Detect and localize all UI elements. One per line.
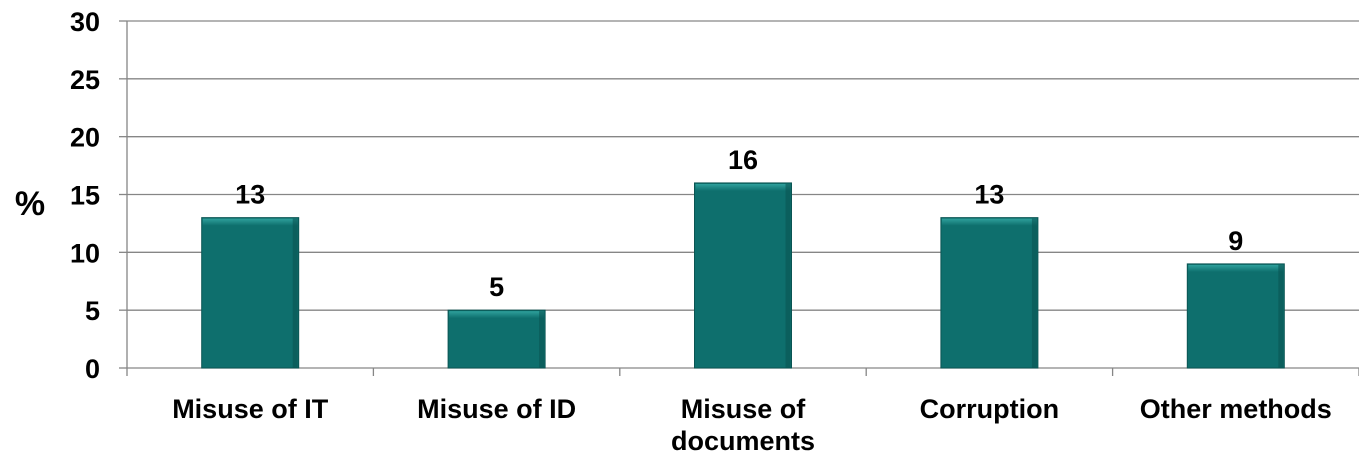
x-category-labels: Misuse of IT Misuse of ID Misuse ofdocumen… [172,394,1332,456]
y-tick-label: 10 [70,238,100,268]
category-label: Misuse of ID [417,394,576,424]
y-tick-label: 5 [85,296,100,326]
bar-bevel [202,218,298,226]
bar-shade [539,311,545,368]
category-label: Misuse of IT [172,394,329,424]
y-tick-labels: 0 5 10 15 20 25 30 [70,7,100,384]
data-label: 13 [974,180,1004,210]
bar [1186,263,1285,369]
bar [447,309,546,369]
bar-group [694,182,792,369]
data-label: 13 [235,180,265,210]
category-label: Corruption [920,394,1059,424]
y-tick-label: 25 [70,65,100,95]
bar-bevel [695,183,791,191]
bar-group [447,309,546,369]
y-tick-label: 30 [70,7,100,37]
category-label: documents [671,426,815,456]
bar [201,217,300,369]
category-label: Misuse of [681,394,807,424]
bar-group [940,217,1039,369]
data-labels: 13 5 16 13 9 [235,145,1243,302]
bar [940,217,1039,369]
y-tick-label: 20 [70,123,100,153]
bar-shade [1031,218,1037,368]
data-label: 16 [728,145,758,175]
bar-shade [785,183,791,368]
bar [694,182,792,369]
category-label: Other methods [1140,394,1332,424]
bars [201,182,1285,369]
bar-group [1186,263,1285,369]
bar-bevel [449,311,545,319]
y-axis-label: % [15,185,45,223]
bar-bevel [941,218,1037,226]
bar-shade [1278,264,1284,368]
data-label: 9 [1228,226,1243,256]
bar-bevel [1188,264,1284,272]
bar-group [201,217,300,369]
data-label: 5 [489,272,504,302]
bar-shade [292,218,298,368]
y-tick-label: 15 [70,181,100,211]
y-tick-label: 0 [85,354,100,384]
